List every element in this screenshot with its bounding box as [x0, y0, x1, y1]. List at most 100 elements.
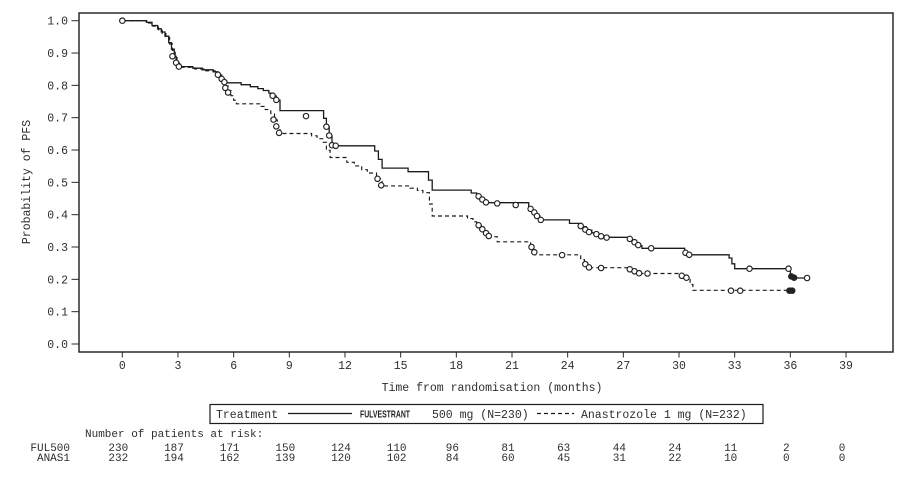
risk-count: 102: [387, 453, 407, 465]
censor-mark: [528, 243, 535, 251]
censor-mark: [603, 234, 610, 241]
risk-count: 44: [613, 443, 627, 455]
survival-curves: [122, 20, 809, 291]
censor-mark: [585, 264, 593, 271]
risk-count: 110: [387, 443, 407, 455]
risk-count: 22: [668, 453, 681, 465]
censor-mark: [273, 123, 280, 130]
curve-fulvestrant: [122, 20, 809, 279]
censor-mark: [531, 248, 538, 256]
risk-row-label: FUL500: [30, 443, 70, 455]
plot-frame: [78, 12, 894, 353]
x-axis-title: Time from randomisation (months): [382, 382, 603, 395]
y-tick-label: 0.6: [47, 145, 68, 158]
censor-mark: [475, 222, 482, 229]
risk-count: 81: [501, 443, 515, 455]
y-tick-label: 0.4: [47, 210, 68, 223]
censor-mark: [374, 175, 381, 183]
censor-mark: [803, 274, 811, 282]
legend: Treatment FULVESTRANT 500 mg (N=230) Ana…: [209, 403, 764, 425]
censor-mark: [323, 123, 330, 130]
y-tick-label: 0.8: [47, 80, 68, 93]
y-tick-label: 0.7: [47, 113, 68, 126]
x-tick-label: 39: [839, 360, 853, 373]
risk-count: 0: [839, 453, 846, 465]
risk-count: 24: [668, 443, 682, 455]
y-tick-label: 1.0: [47, 16, 68, 29]
risk-count: 2: [783, 443, 790, 455]
risk-count: 84: [446, 453, 460, 465]
censor-mark-filled: [788, 287, 796, 294]
y-tick-label: 0.0: [47, 339, 68, 352]
risk-count: 96: [446, 443, 459, 455]
risk-count: 60: [501, 453, 514, 465]
y-axis-title: Probability of PFS: [21, 120, 34, 244]
x-tick-label: 12: [338, 360, 352, 373]
censor-mark: [683, 274, 690, 281]
censor-mark: [558, 251, 566, 259]
censor-mark: [785, 265, 792, 272]
censor-mark: [577, 222, 584, 230]
risk-count: 120: [331, 453, 351, 465]
censor-mark: [727, 287, 735, 294]
x-tick-label: 15: [394, 360, 408, 373]
risk-count: 187: [164, 443, 184, 455]
risk-count: 0: [783, 453, 790, 465]
risk-count: 171: [220, 443, 240, 455]
censor-mark: [325, 132, 333, 139]
risk-count: 139: [275, 453, 295, 465]
curve-anastrozole: [122, 20, 793, 291]
risk-count: 232: [108, 453, 128, 465]
risk-count: 11: [724, 443, 738, 455]
risk-row-label: ANAS1: [37, 453, 70, 465]
x-tick-label: 27: [616, 360, 630, 373]
legend-fulvestrant-label: 500 mg (N=230): [432, 409, 529, 422]
censor-mark: [533, 212, 541, 220]
x-tick-label: 30: [672, 360, 686, 373]
censor-mark: [269, 92, 276, 99]
x-tick-label: 33: [728, 360, 742, 373]
x-tick-label: 18: [449, 360, 463, 373]
x-tick-label: 6: [230, 360, 237, 373]
risk-table-heading: Number of patients at risk:: [85, 429, 263, 441]
risk-count: 10: [724, 453, 737, 465]
y-axis-ticks: 0.0 0.1 0.2 0.3 0.4 0.5 0.6 0.7 0.8 0.9 1.0: [47, 16, 79, 352]
censor-mark: [224, 89, 232, 96]
legend-title: Treatment: [216, 409, 278, 422]
y-tick-label: 0.1: [47, 307, 68, 320]
censor-mark: [377, 182, 385, 189]
censor-mark: [273, 96, 280, 104]
x-tick-label: 21: [505, 360, 519, 373]
risk-count: 31: [613, 453, 627, 465]
censor-mark: [634, 241, 642, 249]
censor-mark: [644, 270, 651, 277]
censor-mark: [537, 216, 545, 224]
risk-table: Number of patients at risk: FUL500 230 187…: [30, 429, 845, 465]
y-tick-label: 0.2: [47, 274, 68, 287]
risk-count: 124: [331, 443, 351, 455]
legend-fulvestrant-brand: FULVESTRANT: [360, 410, 410, 421]
x-tick-label: 24: [561, 360, 575, 373]
censor-mark: [597, 264, 605, 272]
censor-mark: [685, 251, 693, 259]
censor-mark: [275, 129, 283, 137]
censor-marks: [119, 17, 811, 294]
legend-box: [209, 403, 764, 425]
x-tick-label: 9: [286, 360, 293, 373]
censor-mark: [302, 112, 310, 120]
censor-mark: [626, 235, 634, 243]
risk-count: 0: [839, 443, 846, 455]
censor-mark: [332, 142, 339, 150]
censor-mark: [512, 201, 519, 209]
risk-count: 63: [557, 443, 570, 455]
risk-table-rows: FUL500 230 187 171 150 124 110 96 81 63 44 24 11 2 0AN…: [30, 443, 845, 465]
x-tick-label: 3: [175, 360, 182, 373]
censor-mark: [119, 17, 126, 24]
risk-count: 150: [275, 443, 295, 455]
risk-count: 45: [557, 453, 570, 465]
x-axis-ticks: 0 3 6 9 12 15 18 21 24 27 30 33 36 39: [119, 352, 853, 373]
censor-mark-filled: [790, 274, 798, 281]
risk-count: 230: [108, 443, 128, 455]
